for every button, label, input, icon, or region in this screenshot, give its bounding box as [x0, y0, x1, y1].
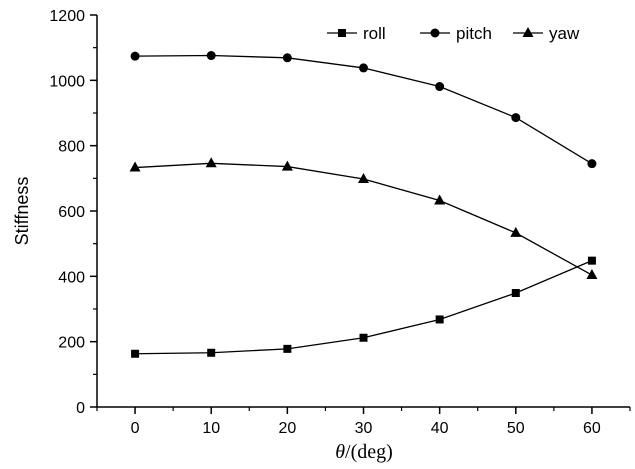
y-tick-label: 400	[58, 269, 85, 286]
pitch-point	[206, 51, 216, 61]
axes	[96, 15, 630, 408]
yaw-point	[510, 226, 522, 237]
y-tick-label: 200	[58, 335, 85, 352]
yaw-point	[205, 157, 217, 168]
legend-item-yaw: yaw	[513, 24, 580, 43]
roll-point	[131, 349, 140, 358]
x-axis-unit: /(deg)	[345, 441, 393, 463]
y-tick-label: 1200	[49, 8, 85, 25]
roll-point	[283, 344, 292, 353]
legend-label: pitch	[456, 24, 492, 43]
pitch-point	[359, 63, 368, 73]
y-axis-title: Stiffness	[12, 177, 32, 246]
pitch-point	[435, 82, 445, 92]
pitch-point	[130, 51, 140, 61]
x-axis-symbol: θ	[335, 441, 345, 463]
x-tick-label: 10	[202, 420, 220, 437]
ticks: 0 200 400 600 800 1000 1200 0 10 20 30 40 50 60	[49, 8, 631, 437]
series-roll	[131, 256, 596, 358]
x-tick-label: 50	[507, 420, 525, 437]
y-tick-label: 1000	[49, 73, 85, 90]
x-tick-label: 30	[355, 420, 373, 437]
yaw-point	[281, 160, 293, 171]
legend-marker	[430, 28, 440, 38]
legend-item-roll: roll	[327, 24, 386, 43]
y-tick-label: 600	[58, 204, 85, 221]
roll-point	[511, 288, 520, 297]
roll-point	[359, 333, 368, 342]
x-tick-label: 0	[131, 420, 140, 437]
x-axis-title: θ/(deg)	[335, 441, 393, 463]
legend-label: yaw	[549, 24, 580, 43]
pitch-point	[587, 159, 597, 169]
series-layer	[129, 51, 598, 358]
y-tick-label: 800	[58, 139, 85, 156]
x-tick-label: 20	[278, 420, 296, 437]
legend-marker	[522, 27, 534, 37]
roll-point	[435, 315, 444, 324]
legend-marker	[338, 29, 346, 37]
series-pitch	[130, 51, 597, 169]
yaw-point	[586, 269, 598, 280]
legend: roll pitch yaw	[327, 24, 580, 43]
series-yaw	[129, 157, 598, 280]
roll-point	[207, 348, 216, 357]
x-tick-label: 40	[431, 420, 449, 437]
yaw-point	[434, 194, 446, 205]
legend-label: roll	[363, 24, 386, 43]
pitch-point	[282, 53, 292, 63]
pitch-point	[511, 113, 521, 123]
y-tick-label: 0	[76, 400, 85, 417]
yaw-point	[129, 161, 141, 172]
yaw-point	[358, 172, 369, 183]
legend-item-pitch: pitch	[420, 24, 492, 43]
x-tick-label: 60	[583, 420, 601, 437]
roll-point	[587, 256, 596, 265]
